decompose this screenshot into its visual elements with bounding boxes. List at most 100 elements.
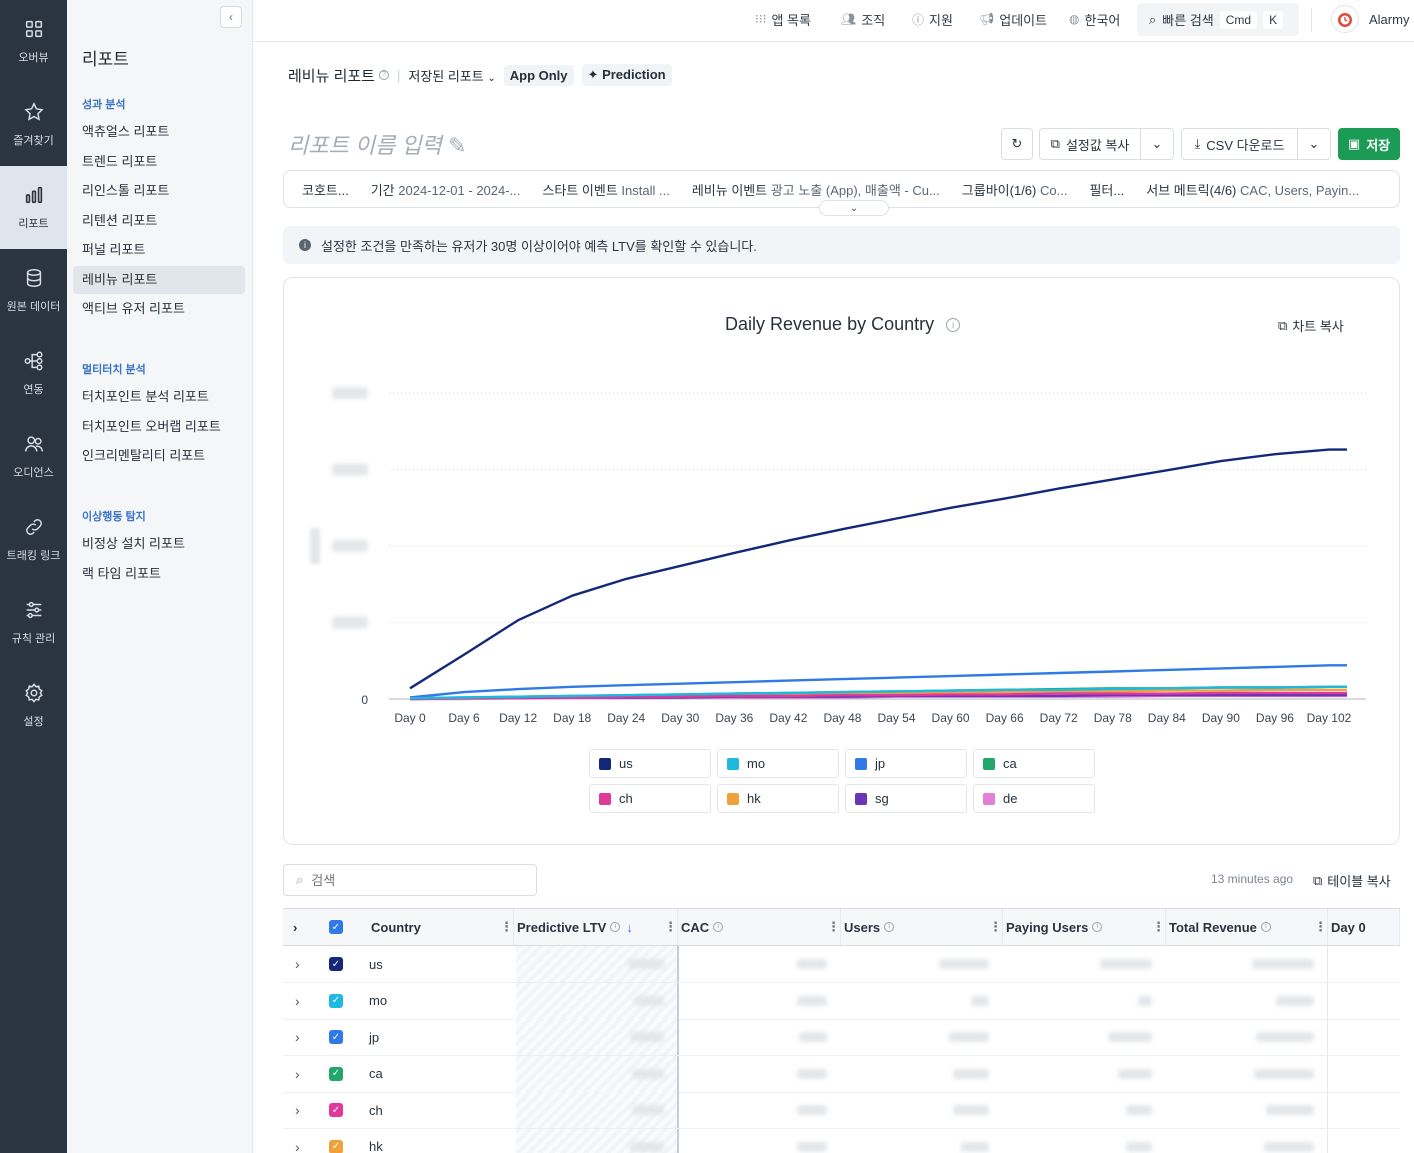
- column-menu-icon[interactable]: ⋮: [1152, 919, 1165, 934]
- language-menu[interactable]: ◍ 한국어: [1069, 0, 1120, 38]
- copy-settings-button[interactable]: ⧉ 설정값 복사: [1039, 128, 1141, 160]
- column-menu-icon[interactable]: ⋮: [664, 919, 677, 934]
- select-all-checkbox[interactable]: ✓: [329, 909, 343, 945]
- subnav-item[interactable]: 트렌드 리포트: [82, 153, 158, 169]
- csv-download-button[interactable]: ⤓ CSV 다운로드: [1181, 128, 1298, 160]
- row-checkbox[interactable]: ✓: [329, 1056, 343, 1092]
- legend-item-jp[interactable]: jp: [845, 749, 967, 778]
- subnav-item[interactable]: 터치포인트 분석 리포트: [82, 389, 209, 404]
- quick-search-button[interactable]: ⌕ 빠른 검색 Cmd K: [1137, 3, 1299, 36]
- expand-row-icon[interactable]: ›: [295, 1102, 300, 1118]
- column-menu-icon[interactable]: ⋮: [1314, 919, 1327, 934]
- refresh-button[interactable]: ↻: [1001, 128, 1033, 160]
- help-icon[interactable]: ?: [378, 70, 389, 80]
- info-icon[interactable]: i: [610, 922, 621, 932]
- csv-dropdown[interactable]: ⌄: [1297, 128, 1331, 160]
- filter-chip[interactable]: 기간 2024-12-01 - 2024-...: [371, 180, 521, 199]
- table-row[interactable]: › ✓ ca: [283, 1055, 1400, 1093]
- rail-item-sliders[interactable]: 규칙 관리: [0, 581, 67, 664]
- org-menu[interactable]: 👥︎ 조직: [841, 0, 885, 38]
- rail-item-grid[interactable]: 오버뷰: [0, 0, 67, 83]
- column-header-paying-users[interactable]: Paying Users i: [1006, 909, 1103, 945]
- column-menu-icon[interactable]: ⋮: [827, 919, 840, 934]
- expand-filters-button[interactable]: ⌄: [819, 200, 889, 216]
- info-icon[interactable]: i: [946, 317, 961, 332]
- row-checkbox[interactable]: ✓: [329, 946, 343, 982]
- info-icon[interactable]: i: [884, 922, 895, 932]
- column-header-country[interactable]: Country: [371, 909, 421, 945]
- filter-chip[interactable]: 스타트 이벤트 Install ...: [542, 180, 669, 199]
- subnav-item[interactable]: 터치포인트 오버랩 리포트: [82, 418, 221, 434]
- row-checkbox[interactable]: ✓: [329, 1092, 343, 1128]
- expand-row-icon[interactable]: ›: [295, 1138, 300, 1153]
- updates-menu[interactable]: 📢︎ 업데이트: [979, 0, 1047, 38]
- table-search[interactable]: ⌕: [283, 864, 537, 896]
- subnav-item[interactable]: 리텐션 리포트: [82, 212, 158, 228]
- subnav-item[interactable]: 액츄얼스 리포트: [82, 124, 170, 139]
- row-checkbox[interactable]: ✓: [329, 1019, 343, 1055]
- subnav-item[interactable]: 비정상 설치 리포트: [82, 536, 185, 551]
- filter-bar[interactable]: 코호트... 기간 2024-12-01 - 2024-... 스타트 이벤트 I…: [283, 170, 1400, 208]
- sort-desc-icon[interactable]: ↓: [626, 919, 633, 935]
- legend-item-hk[interactable]: hk: [717, 784, 839, 813]
- filter-chip[interactable]: 그룹바이(1/6) Co...: [962, 180, 1068, 199]
- apps-menu[interactable]: ⁝⁝⁝ 앱 목록: [755, 0, 811, 38]
- column-header-cac[interactable]: CAC i: [681, 909, 724, 945]
- legend-item-de[interactable]: de: [973, 784, 1095, 813]
- legend-item-ca[interactable]: ca: [973, 749, 1095, 778]
- table-row[interactable]: › ✓ jp: [283, 1019, 1400, 1056]
- row-checkbox[interactable]: ✓: [329, 1129, 343, 1153]
- rail-item-star[interactable]: 즐겨찾기: [0, 83, 67, 166]
- copy-table-button[interactable]: ⧉ 테이블 복사: [1313, 871, 1391, 890]
- info-icon[interactable]: i: [1092, 922, 1103, 932]
- legend-item-sg[interactable]: sg: [845, 784, 967, 813]
- expand-row-icon[interactable]: ›: [295, 956, 300, 972]
- column-header-total-revenue[interactable]: Total Revenue i: [1169, 909, 1271, 945]
- subnav-item[interactable]: 액티브 유저 리포트: [82, 301, 185, 316]
- column-header-users[interactable]: Users i: [844, 909, 895, 945]
- table-row[interactable]: › ✓ ch: [283, 1092, 1400, 1129]
- column-menu-icon[interactable]: ⋮: [989, 919, 1002, 934]
- subnav-item[interactable]: 레비뉴 리포트: [73, 265, 245, 294]
- subnav-item[interactable]: 인크리멘탈리티 리포트: [82, 448, 206, 463]
- copy-settings-dropdown[interactable]: ⌄: [1140, 128, 1174, 160]
- collapse-sidebar-button[interactable]: ‹: [220, 6, 242, 28]
- legend-item-ch[interactable]: ch: [589, 784, 711, 813]
- column-menu-icon[interactable]: ⋮: [500, 919, 513, 934]
- info-icon[interactable]: i: [713, 922, 724, 932]
- support-menu[interactable]: ⓘ 지원: [912, 0, 953, 38]
- copy-chart-button[interactable]: ⧉ 차트 복사: [1278, 316, 1344, 335]
- rail-item-users[interactable]: 오디언스: [0, 415, 67, 498]
- subnav-item[interactable]: 리인스톨 리포트: [82, 183, 170, 198]
- table-row[interactable]: › ✓ mo: [283, 982, 1400, 1020]
- account-name[interactable]: Alarmy: [1369, 0, 1409, 38]
- legend-item-us[interactable]: us: [589, 749, 711, 778]
- expand-row-icon[interactable]: ›: [295, 1029, 300, 1045]
- subnav-item[interactable]: 랙 타임 리포트: [82, 565, 161, 581]
- filter-chip[interactable]: 필터...: [1089, 180, 1124, 199]
- info-icon[interactable]: i: [1260, 922, 1271, 932]
- rail-item-link[interactable]: 트래킹 링크: [0, 498, 67, 581]
- expand-row-icon[interactable]: ›: [295, 1065, 300, 1082]
- rail-item-database[interactable]: 원본 데이터: [0, 249, 67, 332]
- filter-chip[interactable]: 코호트...: [302, 180, 349, 199]
- expand-all-icon[interactable]: ›: [293, 919, 298, 935]
- table-search-input[interactable]: [311, 872, 512, 888]
- saved-reports-dropdown[interactable]: 저장된 리포트 ⌄: [408, 66, 495, 85]
- rail-item-gear[interactable]: 설정: [0, 664, 67, 747]
- expand-row-icon[interactable]: ›: [295, 992, 300, 1009]
- report-name-input[interactable]: 리포트 이름 입력 ✎: [288, 128, 466, 160]
- rail-item-integration[interactable]: 연동: [0, 332, 67, 415]
- legend-item-mo[interactable]: mo: [717, 749, 839, 778]
- app-avatar[interactable]: [1331, 5, 1359, 33]
- save-button[interactable]: ▣ 저장: [1338, 128, 1400, 160]
- filter-chip[interactable]: 서브 메트릭(4/6) CAC, Users, Payin...: [1146, 180, 1359, 199]
- subnav-item[interactable]: 퍼널 리포트: [82, 242, 146, 257]
- column-header-predictive-ltv[interactable]: Predictive LTV i ↓: [517, 909, 633, 945]
- table-row[interactable]: › ✓ hk: [283, 1128, 1400, 1153]
- column-header-day-0[interactable]: Day 0: [1331, 909, 1366, 945]
- rail-item-bar-chart[interactable]: 리포트: [0, 166, 67, 249]
- table-row[interactable]: › ✓ us: [283, 946, 1400, 983]
- filter-chip[interactable]: 레비뉴 이벤트 광고 노출 (App), 매출액 - Cu...: [692, 180, 940, 199]
- row-checkbox[interactable]: ✓: [329, 983, 343, 1019]
